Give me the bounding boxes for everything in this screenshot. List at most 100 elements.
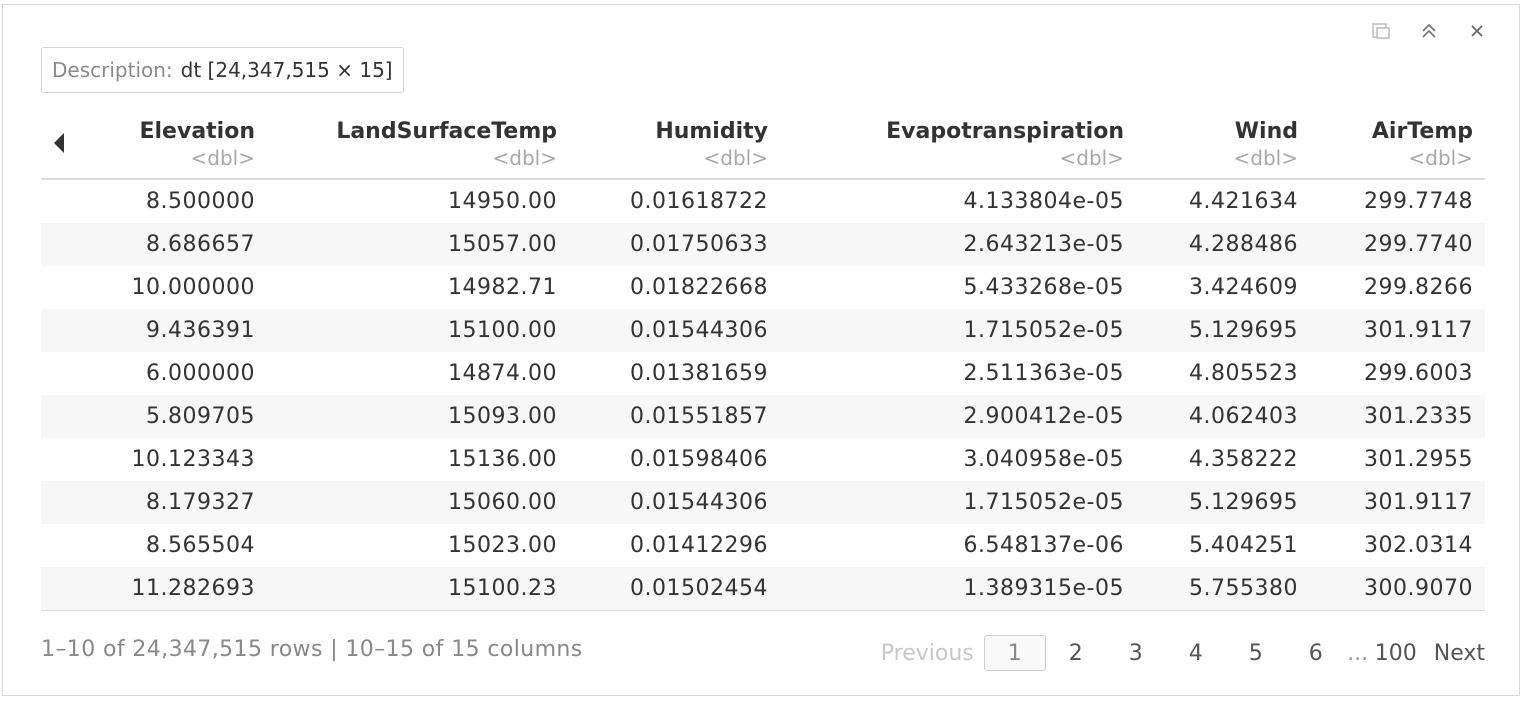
data-viewer-panel: Description: dt [24,347,515 × 15] Elevat…	[2, 4, 1520, 696]
cell-evapotranspiration: 1.715052e-05	[780, 481, 1136, 524]
cell-elevation: 8.500000	[146, 189, 255, 214]
cell-humidity: 0.01551857	[569, 395, 780, 438]
page-100-button[interactable]: 100	[1374, 640, 1417, 666]
next-button[interactable]: Next	[1433, 640, 1485, 666]
column-nav-cell	[41, 113, 97, 180]
triangle-left-icon[interactable]	[53, 132, 65, 160]
page-1-button[interactable]: 1	[983, 635, 1046, 671]
cell-wind: 4.805523	[1189, 361, 1298, 386]
cell-evapotranspiration: 5.433268e-05	[963, 275, 1124, 300]
cell-wind: 4.421634	[1189, 189, 1298, 214]
table-row: 8.686657 15057.00 0.01750633 2.643213e-05 4.…	[41, 223, 1485, 266]
column-type: <dbl>	[1233, 146, 1298, 170]
cell-evapotranspiration: 1.389315e-05	[780, 567, 1136, 611]
column-type: <dbl>	[190, 146, 255, 170]
row-spacer	[41, 179, 97, 223]
cell-airtemp: 301.2335	[1310, 395, 1485, 438]
cell-humidity: 0.01544306	[569, 309, 780, 352]
cell-landsurfacetemp: 15057.00	[267, 223, 569, 266]
column-type: <dbl>	[1408, 146, 1473, 170]
close-icon[interactable]	[1465, 19, 1489, 43]
cell-wind: 4.062403	[1136, 395, 1310, 438]
pagination-ellipsis: ...	[1347, 640, 1369, 666]
row-spacer	[41, 309, 97, 352]
cell-landsurfacetemp: 14982.71	[448, 275, 557, 300]
column-header-elevation[interactable]: Elevation <dbl>	[97, 113, 267, 180]
table-row: 10.000000 14982.71 0.01822668 5.433268e-05 3…	[41, 266, 1485, 309]
cell-landsurfacetemp: 14950.00	[448, 189, 557, 214]
column-header-wind[interactable]: Wind <dbl>	[1136, 113, 1310, 180]
table-row: 11.282693 15100.23 0.01502454 1.389315e-05 5…	[41, 567, 1485, 611]
cell-elevation: 9.436391	[97, 309, 267, 352]
description-value: dt [24,347,515 × 15]	[180, 58, 393, 82]
table-row: 10.123343 15136.00 0.01598406 3.040958e-05 4…	[41, 438, 1485, 481]
cell-humidity: 0.01412296	[630, 533, 768, 558]
collapse-icon[interactable]	[1417, 19, 1441, 43]
cell-evapotranspiration: 2.643213e-05	[780, 223, 1136, 266]
cell-humidity: 0.01502454	[569, 567, 780, 611]
previous-button[interactable]: Previous	[880, 640, 974, 666]
cell-airtemp: 299.8266	[1364, 275, 1473, 300]
cell-humidity: 0.01618722	[630, 189, 768, 214]
cell-elevation: 10.123343	[131, 447, 255, 472]
row-column-info: 1–10 of 24,347,515 rows | 10–15 of 15 co…	[41, 637, 583, 662]
table-row: 8.179327 15060.00 0.01544306 1.715052e-05 5.…	[41, 481, 1485, 524]
table-footer: 1–10 of 24,347,515 rows | 10–15 of 15 co…	[41, 635, 1485, 675]
row-spacer	[41, 395, 97, 438]
cell-airtemp: 301.2955	[1364, 447, 1473, 472]
cell-evapotranspiration: 4.133804e-05	[963, 189, 1124, 214]
page-3-button[interactable]: 3	[1128, 640, 1143, 666]
cell-landsurfacetemp: 15136.00	[448, 447, 557, 472]
cell-landsurfacetemp: 15023.00	[448, 533, 557, 558]
page-2-button[interactable]: 2	[1068, 640, 1083, 666]
column-type: <dbl>	[1059, 146, 1124, 170]
cell-wind: 5.404251	[1189, 533, 1298, 558]
column-type: <dbl>	[703, 146, 768, 170]
cell-airtemp: 301.9117	[1310, 481, 1485, 524]
cell-airtemp: 299.6003	[1364, 361, 1473, 386]
cell-elevation: 8.179327	[97, 481, 267, 524]
cell-wind: 5.129695	[1136, 309, 1310, 352]
column-header-humidity[interactable]: Humidity <dbl>	[569, 113, 780, 180]
column-name: Wind	[1234, 119, 1298, 144]
header-row: Elevation <dbl> LandSurfaceTemp <dbl> Humi…	[41, 113, 1485, 180]
cell-humidity: 0.01750633	[569, 223, 780, 266]
table-row: 8.565504 15023.00 0.01412296 6.548137e-06 5.…	[41, 524, 1485, 567]
cell-wind: 5.129695	[1136, 481, 1310, 524]
cell-evapotranspiration: 6.548137e-06	[963, 533, 1124, 558]
column-header-airtemp[interactable]: AirTemp <dbl>	[1310, 113, 1485, 180]
cell-landsurfacetemp: 15093.00	[267, 395, 569, 438]
column-name: AirTemp	[1371, 119, 1473, 144]
pagination: Previous 1 2 3 4 5 6 ... 100 Next	[881, 635, 1485, 671]
cell-landsurfacetemp: 15060.00	[267, 481, 569, 524]
cell-humidity: 0.01381659	[630, 361, 768, 386]
table-row: 8.500000 14950.00 0.01618722 4.133804e-05 4.…	[41, 179, 1485, 223]
cell-humidity: 0.01822668	[630, 275, 768, 300]
panel-toolbar	[1369, 19, 1489, 43]
column-header-evapotranspiration[interactable]: Evapotranspiration <dbl>	[780, 113, 1136, 180]
cell-elevation: 8.565504	[146, 533, 255, 558]
cell-landsurfacetemp: 15100.00	[267, 309, 569, 352]
cell-airtemp: 301.9117	[1310, 309, 1485, 352]
row-spacer	[41, 524, 97, 567]
cell-evapotranspiration: 2.900412e-05	[780, 395, 1136, 438]
column-name: Evapotranspiration	[886, 119, 1124, 144]
cell-humidity: 0.01598406	[630, 447, 768, 472]
page-5-button[interactable]: 5	[1248, 640, 1263, 666]
cell-airtemp: 302.0314	[1364, 533, 1473, 558]
cell-elevation: 11.282693	[97, 567, 267, 611]
column-name: Humidity	[655, 119, 768, 144]
row-spacer	[41, 223, 97, 266]
cell-humidity: 0.01544306	[569, 481, 780, 524]
cell-elevation: 6.000000	[146, 361, 255, 386]
page-6-button[interactable]: 6	[1308, 640, 1323, 666]
column-header-landsurfacetemp[interactable]: LandSurfaceTemp <dbl>	[267, 113, 569, 180]
cell-elevation: 8.686657	[97, 223, 267, 266]
description-box: Description: dt [24,347,515 × 15]	[41, 47, 404, 93]
column-name: LandSurfaceTemp	[336, 119, 557, 144]
export-icon[interactable]	[1369, 19, 1393, 43]
cell-wind: 4.288486	[1136, 223, 1310, 266]
page-4-button[interactable]: 4	[1188, 640, 1203, 666]
cell-evapotranspiration: 3.040958e-05	[963, 447, 1124, 472]
row-spacer	[41, 266, 97, 309]
